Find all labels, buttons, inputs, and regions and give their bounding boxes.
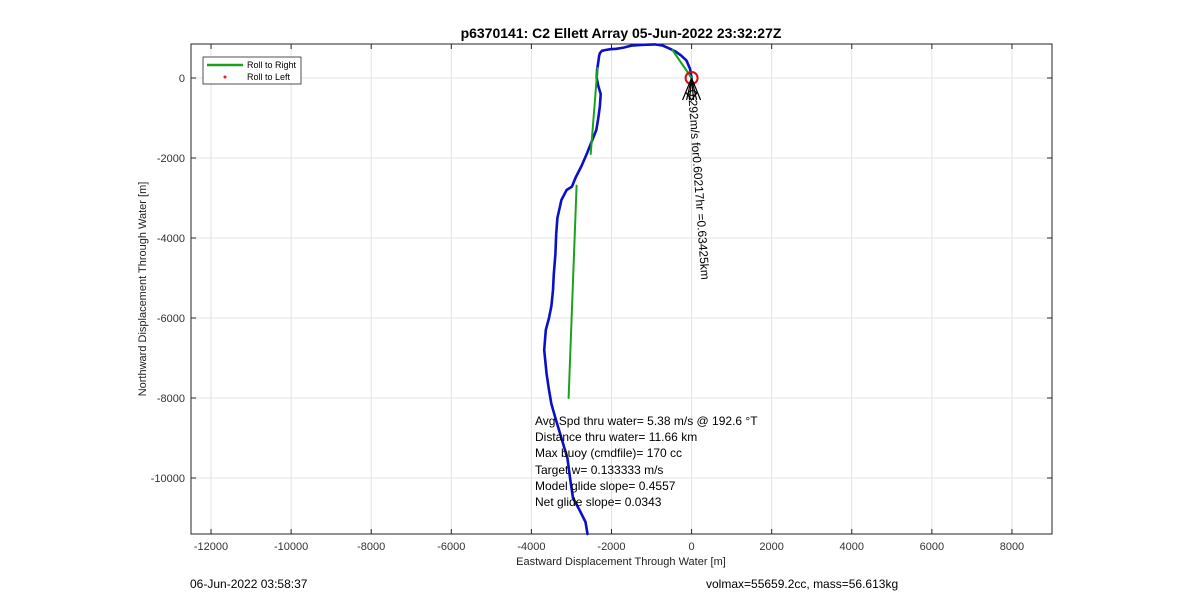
x-tick-label: 2000 — [759, 541, 783, 553]
glider-track-line — [542, 43, 693, 536]
x-tick-label: -6000 — [437, 541, 465, 553]
stat-avg-speed: Avg Spd thru water= 5.38 m/s @ 192.6 °T — [535, 414, 758, 428]
footer-timestamp: 06-Jun-2022 03:58:37 — [190, 577, 308, 591]
chart-title: p6370141: C2 Ellett Array 05-Jun-2022 23… — [461, 25, 782, 41]
legend: Roll to Right Roll to Left — [202, 56, 302, 85]
y-tick-label: -10000 — [151, 473, 185, 485]
axis-ticks: -12000 -10000 -8000 -6000 -4000 -2000 0 2000 400… — [151, 44, 1052, 553]
legend-dot-roll-left — [223, 75, 227, 79]
data-series — [542, 43, 693, 536]
x-axis-label: Eastward Displacement Through Water [m] — [516, 556, 726, 568]
y-tick-label: -8000 — [157, 393, 185, 405]
y-tick-label: -2000 — [157, 153, 185, 165]
current-vector-arrow — [691, 77, 702, 101]
x-tick-label: -4000 — [517, 541, 545, 553]
plot-area-frame — [190, 43, 1053, 535]
stat-distance: Distance thru water= 11.66 km — [535, 430, 697, 444]
legend-box — [202, 56, 302, 85]
stat-net-glide-slope: Net glide slope= 0.0343 — [535, 495, 662, 509]
current-vector-label: 0.292m/s for0.60217hr =0.63425km — [685, 89, 712, 280]
footer-volmax-mass: volmax=55659.2cc, mass=56.613kg — [706, 577, 898, 591]
x-tick-label: -8000 — [357, 541, 385, 553]
current-vector-arrow — [682, 77, 693, 101]
y-tick-label: -4000 — [157, 233, 185, 245]
current-vector-arrow — [690, 77, 698, 101]
current-position-marker — [682, 71, 702, 101]
y-axis-label: Northward Displacement Through Water [m] — [137, 182, 149, 397]
stat-model-glide-slope: Model glide slope= 0.4557 — [535, 479, 676, 493]
legend-label-roll-left: Roll to Left — [247, 72, 291, 82]
x-tick-label: 0 — [689, 541, 695, 553]
x-tick-label: -2000 — [597, 541, 625, 553]
roll-to-right-segment — [567, 184, 578, 399]
y-tick-label: -6000 — [157, 313, 185, 325]
x-tick-label: 6000 — [920, 541, 944, 553]
stat-target-w: Target w= 0.133333 m/s — [535, 463, 663, 477]
x-tick-label: -10000 — [274, 541, 308, 553]
current-vector-arrow — [688, 77, 693, 101]
grid — [191, 44, 1052, 534]
x-tick-label: 4000 — [840, 541, 864, 553]
roll-to-right-segment — [589, 67, 599, 155]
stats-annotation: Avg Spd thru water= 5.38 m/s @ 192.6 °T … — [535, 414, 758, 509]
y-tick-label: 0 — [179, 73, 185, 85]
legend-label-roll-right: Roll to Right — [247, 60, 297, 70]
x-tick-label: -12000 — [194, 541, 228, 553]
stat-max-buoy: Max buoy (cmdfile)= 170 cc — [535, 446, 682, 460]
x-tick-label: 8000 — [1000, 541, 1024, 553]
current-vector-arrowhead — [685, 91, 699, 101]
